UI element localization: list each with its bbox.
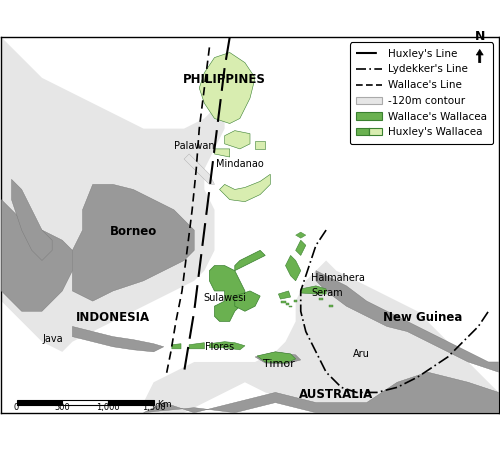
Polygon shape (294, 300, 297, 302)
Polygon shape (330, 305, 333, 307)
Polygon shape (144, 372, 498, 413)
Text: 0: 0 (14, 403, 19, 412)
Polygon shape (72, 326, 164, 352)
Text: AUSTRALIA: AUSTRALIA (299, 387, 374, 400)
Polygon shape (2, 200, 72, 311)
Text: Aru: Aru (353, 349, 370, 359)
Polygon shape (210, 342, 245, 350)
Polygon shape (286, 303, 289, 305)
Polygon shape (319, 298, 323, 300)
Text: 1,000: 1,000 (96, 403, 120, 412)
Polygon shape (257, 352, 296, 363)
Polygon shape (300, 286, 326, 294)
Polygon shape (290, 306, 292, 307)
Polygon shape (316, 270, 498, 372)
Polygon shape (72, 184, 194, 301)
Polygon shape (210, 266, 245, 321)
Polygon shape (296, 240, 306, 256)
Text: Halmahera: Halmahera (311, 273, 365, 283)
Polygon shape (184, 154, 214, 184)
Text: Borneo: Borneo (110, 225, 157, 238)
Text: Timor: Timor (262, 359, 294, 369)
Bar (108, 400, 154, 405)
Bar (16, 400, 62, 405)
Text: Palawan: Palawan (174, 141, 214, 151)
Polygon shape (286, 256, 300, 281)
Polygon shape (255, 352, 300, 364)
Polygon shape (172, 344, 181, 349)
Text: 1,500: 1,500 (142, 403, 166, 412)
Polygon shape (255, 141, 265, 149)
Polygon shape (220, 174, 270, 202)
Polygon shape (200, 53, 255, 124)
Polygon shape (278, 291, 290, 299)
Polygon shape (296, 232, 306, 238)
Polygon shape (235, 291, 260, 311)
Text: INDONESIA: INDONESIA (76, 311, 150, 324)
Polygon shape (224, 130, 250, 149)
Polygon shape (214, 149, 230, 157)
Polygon shape (282, 301, 286, 303)
Text: Mindanao: Mindanao (216, 159, 264, 169)
Text: N: N (474, 30, 485, 43)
Polygon shape (144, 261, 498, 413)
Text: 500: 500 (54, 403, 70, 412)
Bar (62, 400, 108, 405)
Text: Java: Java (42, 334, 62, 344)
Text: Sulawesi: Sulawesi (203, 293, 246, 303)
Text: Flores: Flores (205, 342, 234, 352)
Polygon shape (12, 180, 52, 261)
Polygon shape (2, 37, 224, 352)
Text: Km: Km (157, 400, 172, 409)
Polygon shape (189, 343, 204, 349)
Text: Seram: Seram (311, 288, 342, 298)
Text: New Guinea: New Guinea (383, 311, 462, 324)
Text: PHILIPPINES: PHILIPPINES (183, 73, 266, 86)
Legend: Huxley's Line, Lydekker's Line, Wallace's Line, -120m contour, Wallace's Wallace: Huxley's Line, Lydekker's Line, Wallace'… (350, 42, 494, 144)
Polygon shape (235, 250, 265, 270)
